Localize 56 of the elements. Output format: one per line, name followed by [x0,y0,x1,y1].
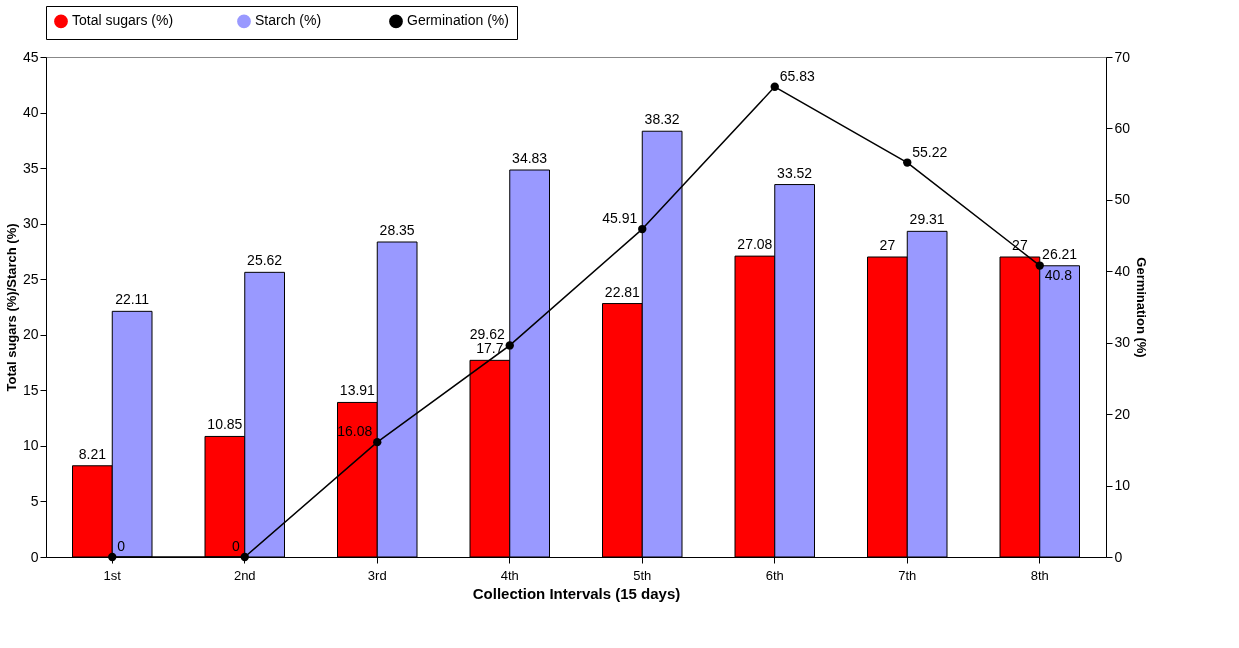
data-label: 40.8 [1044,266,1073,283]
legend-label: Total sugars (%) [72,12,174,29]
data-label: 29.31 [909,211,945,228]
y2-tick-label: 10 [1114,477,1131,494]
data-label: 29.62 [469,326,505,343]
y2-tick-label: 50 [1114,191,1131,208]
x-tick-label: 3rd [367,567,387,583]
y-axis-title: Total sugars (%)/Starch (%) [3,223,19,392]
y-tick-label: 15 [22,381,39,398]
x-tick-label: 5th [633,567,652,583]
data-label: 13.91 [339,382,376,399]
legend-label: Germination (%) [407,12,509,29]
y-tick-label: 30 [22,215,39,232]
data-label: 34.83 [512,150,548,166]
data-label: 17.7 [476,340,504,357]
y-tick-label: 20 [22,326,39,343]
y2-tick-label: 60 [1114,119,1131,136]
data-label: 22.11 [115,291,150,308]
data-label: 27.08 [737,236,773,253]
data-label: 65.83 [779,67,815,84]
data-label: 55.22 [912,143,948,160]
x-tick-label: 6th [765,567,784,583]
data-label: 0 [117,538,126,554]
x-tick-label: 1st [103,567,122,583]
y-tick-label: 5 [30,492,39,509]
x-tick-label: 2nd [233,567,256,583]
data-label: 0 [231,538,240,554]
y-tick-label: 25 [22,270,39,287]
y2-tick-label: 20 [1114,405,1131,422]
y2-tick-label: 70 [1114,48,1131,65]
data-label: 28.35 [379,222,415,238]
x-tick-label: 8th [1030,567,1049,583]
x-tick-label: 4th [500,567,519,583]
data-label: 16.08 [337,423,373,440]
data-label: 38.32 [644,111,680,128]
y2-tick-label: 0 [1114,548,1123,565]
data-label: 10.85 [207,416,243,433]
data-label: 22.81 [604,283,641,300]
data-label: 33.52 [777,164,813,181]
y-tick-label: 10 [22,437,39,454]
y2-tick-label: 30 [1114,334,1131,351]
y2-axis-title: Germination (%) [1134,257,1150,358]
legend-label: Starch (%) [255,12,322,29]
data-label: 26.21 [1042,245,1078,262]
y-tick-label: 45 [22,48,39,65]
y2-tick-label: 40 [1114,262,1131,279]
data-label: 25.62 [247,252,283,269]
data-label: 27 [1012,237,1028,253]
data-label: 45.91 [602,210,638,227]
y-tick-label: 35 [22,159,39,176]
data-label: 27 [879,237,896,253]
x-axis-title: Collection Intervals (15 days) [472,584,681,602]
data-label: 8.21 [78,445,107,462]
y-tick-label: 0 [30,548,39,565]
x-tick-label: 7th [898,567,917,583]
y-tick-label: 40 [22,104,39,121]
